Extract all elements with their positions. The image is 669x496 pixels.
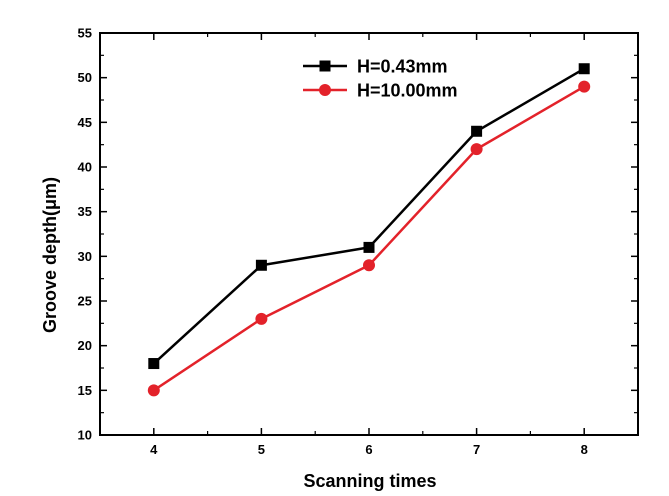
data-point xyxy=(578,80,591,93)
y-axis-title: Groove depth(μm) xyxy=(40,177,60,333)
y-tick-label: 10 xyxy=(78,428,92,443)
y-tick-label: 30 xyxy=(78,249,92,264)
series-1 xyxy=(148,63,590,370)
data-point xyxy=(470,143,483,156)
y-tick-label: 20 xyxy=(78,338,92,353)
x-tick-label: 7 xyxy=(473,442,480,457)
x-tick-label: 4 xyxy=(150,442,158,457)
data-point xyxy=(255,259,267,271)
legend: H=0.43mm H=10.00mm xyxy=(303,57,458,101)
data-point xyxy=(471,125,483,137)
data-point xyxy=(147,384,160,397)
x-tick-label: 5 xyxy=(258,442,265,457)
legend-label: H=0.43mm xyxy=(357,57,448,77)
legend-entry: H=10.00mm xyxy=(303,81,458,101)
legend-marker xyxy=(319,84,331,96)
legend-marker xyxy=(319,60,331,72)
y-tick-label: 35 xyxy=(78,204,92,219)
x-tick-label: 6 xyxy=(365,442,372,457)
legend-entry: H=0.43mm xyxy=(303,57,448,77)
series-2 xyxy=(147,80,591,397)
y-tick-label: 25 xyxy=(78,294,92,309)
x-axis-title: Scanning times xyxy=(303,471,436,491)
y-tick-label: 45 xyxy=(78,115,92,130)
data-point xyxy=(363,259,375,272)
series-line xyxy=(152,67,585,365)
data-point xyxy=(148,358,160,370)
y-tick-label: 15 xyxy=(78,383,92,398)
y-tick-label: 55 xyxy=(78,26,92,41)
legend-label: H=10.00mm xyxy=(357,81,458,101)
data-point xyxy=(363,241,375,253)
series-line xyxy=(153,85,585,392)
series-layer xyxy=(147,63,591,397)
data-point xyxy=(578,63,590,75)
y-tick-label: 40 xyxy=(78,160,92,175)
x-tick-label: 8 xyxy=(581,442,588,457)
data-point xyxy=(255,312,268,325)
y-tick-label: 50 xyxy=(78,70,92,85)
